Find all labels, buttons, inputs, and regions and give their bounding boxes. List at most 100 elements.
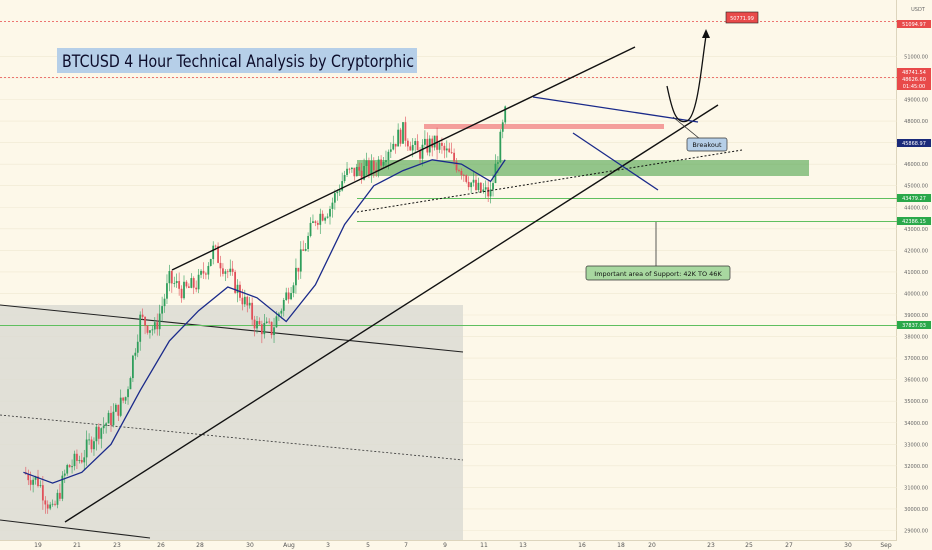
candle-body — [470, 182, 473, 188]
time-tick-label: Aug — [283, 542, 295, 549]
time-axis[interactable]: 19 21 23 26 28 30 Aug 3 5 7 9 11 13 16 18 20 23 25 27 30 Sep — [34, 542, 892, 549]
candle-body — [151, 329, 154, 331]
candle-body — [433, 135, 436, 148]
candle-body — [353, 167, 356, 177]
descending-channel-bottom-line — [0, 519, 151, 539]
candle-body — [333, 193, 336, 203]
candle-body — [304, 249, 307, 251]
candle-body — [426, 138, 429, 153]
price-tick-label: 35000.00 — [904, 399, 928, 405]
candle-body — [404, 122, 407, 141]
candle-body — [416, 141, 419, 151]
candle-body — [299, 249, 302, 272]
candle-body — [153, 322, 156, 330]
candle-body — [253, 319, 256, 329]
candle-body — [343, 174, 346, 182]
candle-body — [394, 143, 397, 147]
price-axis[interactable]: 51000.0050000.0049000.0048000.0047000.00… — [904, 54, 928, 534]
time-tick-label: 3 — [326, 542, 330, 549]
candle-body — [122, 397, 125, 401]
candle-body — [161, 306, 163, 314]
time-tick-label: 27 — [785, 542, 793, 549]
price-tag — [897, 75, 931, 83]
candle-body — [66, 465, 69, 474]
candle-body — [482, 189, 485, 192]
candle-body — [314, 221, 317, 223]
price-tick-label: 31000.00 — [904, 485, 928, 491]
candle-body — [443, 145, 446, 151]
candle-body — [368, 160, 370, 175]
candle-body — [112, 411, 115, 426]
price-tag-text: 37837.03 — [902, 323, 926, 329]
candle-body — [450, 152, 453, 154]
price-tag — [897, 217, 931, 225]
candle-body — [219, 262, 222, 269]
candle-body — [61, 475, 64, 499]
candle-body — [307, 235, 309, 250]
time-tick-label: 11 — [480, 542, 488, 549]
candle-body — [248, 302, 251, 306]
candle-body — [445, 148, 448, 151]
candle-body — [158, 313, 161, 330]
title-banner: BTCUSD 4 Hour Technical Analysis by Cryp… — [57, 48, 417, 73]
candle-body — [492, 183, 494, 190]
candle-body — [285, 292, 288, 301]
candle-body — [265, 321, 268, 324]
candle-body — [484, 187, 487, 190]
price-tick-label: 44000.00 — [904, 205, 928, 211]
candle-body — [37, 476, 39, 487]
candle-body — [231, 268, 234, 272]
candle-body — [100, 428, 103, 439]
time-tick-label: Sep — [880, 542, 892, 549]
price-tag — [897, 20, 931, 28]
candle-body — [41, 485, 44, 501]
price-axis-panel — [897, 0, 932, 550]
price-tick-label: 46000.00 — [904, 162, 928, 168]
candle-body — [68, 465, 71, 468]
price-tick-label: 48000.00 — [904, 119, 928, 125]
price-tick-label: 40000.00 — [904, 291, 928, 297]
candle-body — [295, 267, 297, 286]
price-tag-text: 43479.27 — [902, 196, 926, 202]
candle-body — [263, 323, 266, 335]
candle-body — [287, 292, 290, 300]
support-callout: Important area of Support: 42K TO 46K — [585, 222, 731, 281]
candle-body — [438, 142, 441, 150]
time-tick-label: 23 — [707, 542, 715, 549]
candle-body — [107, 412, 110, 424]
candle-body — [246, 296, 249, 306]
candle-body — [234, 271, 236, 293]
candle-body — [487, 187, 490, 197]
candle-body — [256, 321, 258, 329]
candle-body — [59, 492, 61, 499]
candle-body — [414, 141, 417, 145]
candle-body — [280, 310, 283, 314]
wedge-upper-line — [532, 96, 699, 123]
candle-body — [222, 268, 224, 274]
candle-body — [375, 170, 378, 172]
target-label-text: 50771.99 — [730, 16, 754, 22]
candle-body — [95, 426, 98, 442]
time-tick-label: 28 — [196, 542, 204, 549]
candle-body — [346, 168, 348, 175]
candle-body — [326, 216, 329, 218]
candle-body — [329, 208, 331, 217]
candle-body — [88, 439, 90, 441]
candle-body — [241, 297, 244, 305]
candle-body — [282, 300, 285, 311]
candle-body — [73, 453, 76, 467]
candle-body — [382, 162, 385, 166]
candle-body — [365, 160, 368, 167]
candle-body — [76, 453, 78, 461]
candle-body — [85, 439, 88, 458]
candle-body — [341, 181, 344, 191]
candle-body — [389, 149, 392, 152]
price-tag-text: 45868.97 — [902, 141, 926, 147]
candle-body — [105, 423, 108, 426]
candle-body — [363, 166, 365, 180]
candle-body — [324, 217, 327, 221]
price-tick-label: 29000.00 — [904, 529, 928, 535]
candle-body — [455, 161, 458, 171]
